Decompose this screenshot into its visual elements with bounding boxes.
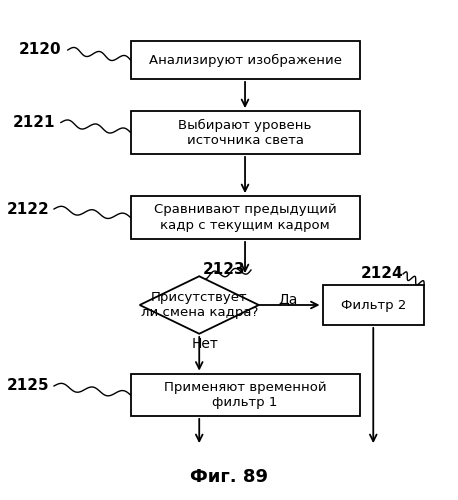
FancyBboxPatch shape xyxy=(131,112,360,154)
Text: 2121: 2121 xyxy=(13,115,55,130)
Text: Нет: Нет xyxy=(192,337,218,351)
Text: Анализируют изображение: Анализируют изображение xyxy=(148,54,342,66)
Text: Фиг. 89: Фиг. 89 xyxy=(190,468,268,486)
Text: Сравнивают предыдущий
кадр с текущим кадром: Сравнивают предыдущий кадр с текущим кад… xyxy=(153,204,337,232)
Text: 2125: 2125 xyxy=(7,378,50,394)
Polygon shape xyxy=(140,276,259,334)
FancyBboxPatch shape xyxy=(131,374,360,416)
Text: 2122: 2122 xyxy=(7,202,50,216)
Text: Присутствует
ли смена кадра?: Присутствует ли смена кадра? xyxy=(141,291,258,319)
Text: Фильтр 2: Фильтр 2 xyxy=(341,298,406,312)
Text: Выбирают уровень
источника света: Выбирают уровень источника света xyxy=(178,118,312,146)
FancyBboxPatch shape xyxy=(131,42,360,78)
Text: 2123: 2123 xyxy=(203,262,246,278)
FancyBboxPatch shape xyxy=(323,285,424,325)
Text: 2120: 2120 xyxy=(19,42,62,58)
Text: Да: Да xyxy=(279,292,298,306)
Text: Применяют временной
фильтр 1: Применяют временной фильтр 1 xyxy=(164,381,327,409)
Text: 2124: 2124 xyxy=(361,266,404,281)
FancyBboxPatch shape xyxy=(131,196,360,239)
